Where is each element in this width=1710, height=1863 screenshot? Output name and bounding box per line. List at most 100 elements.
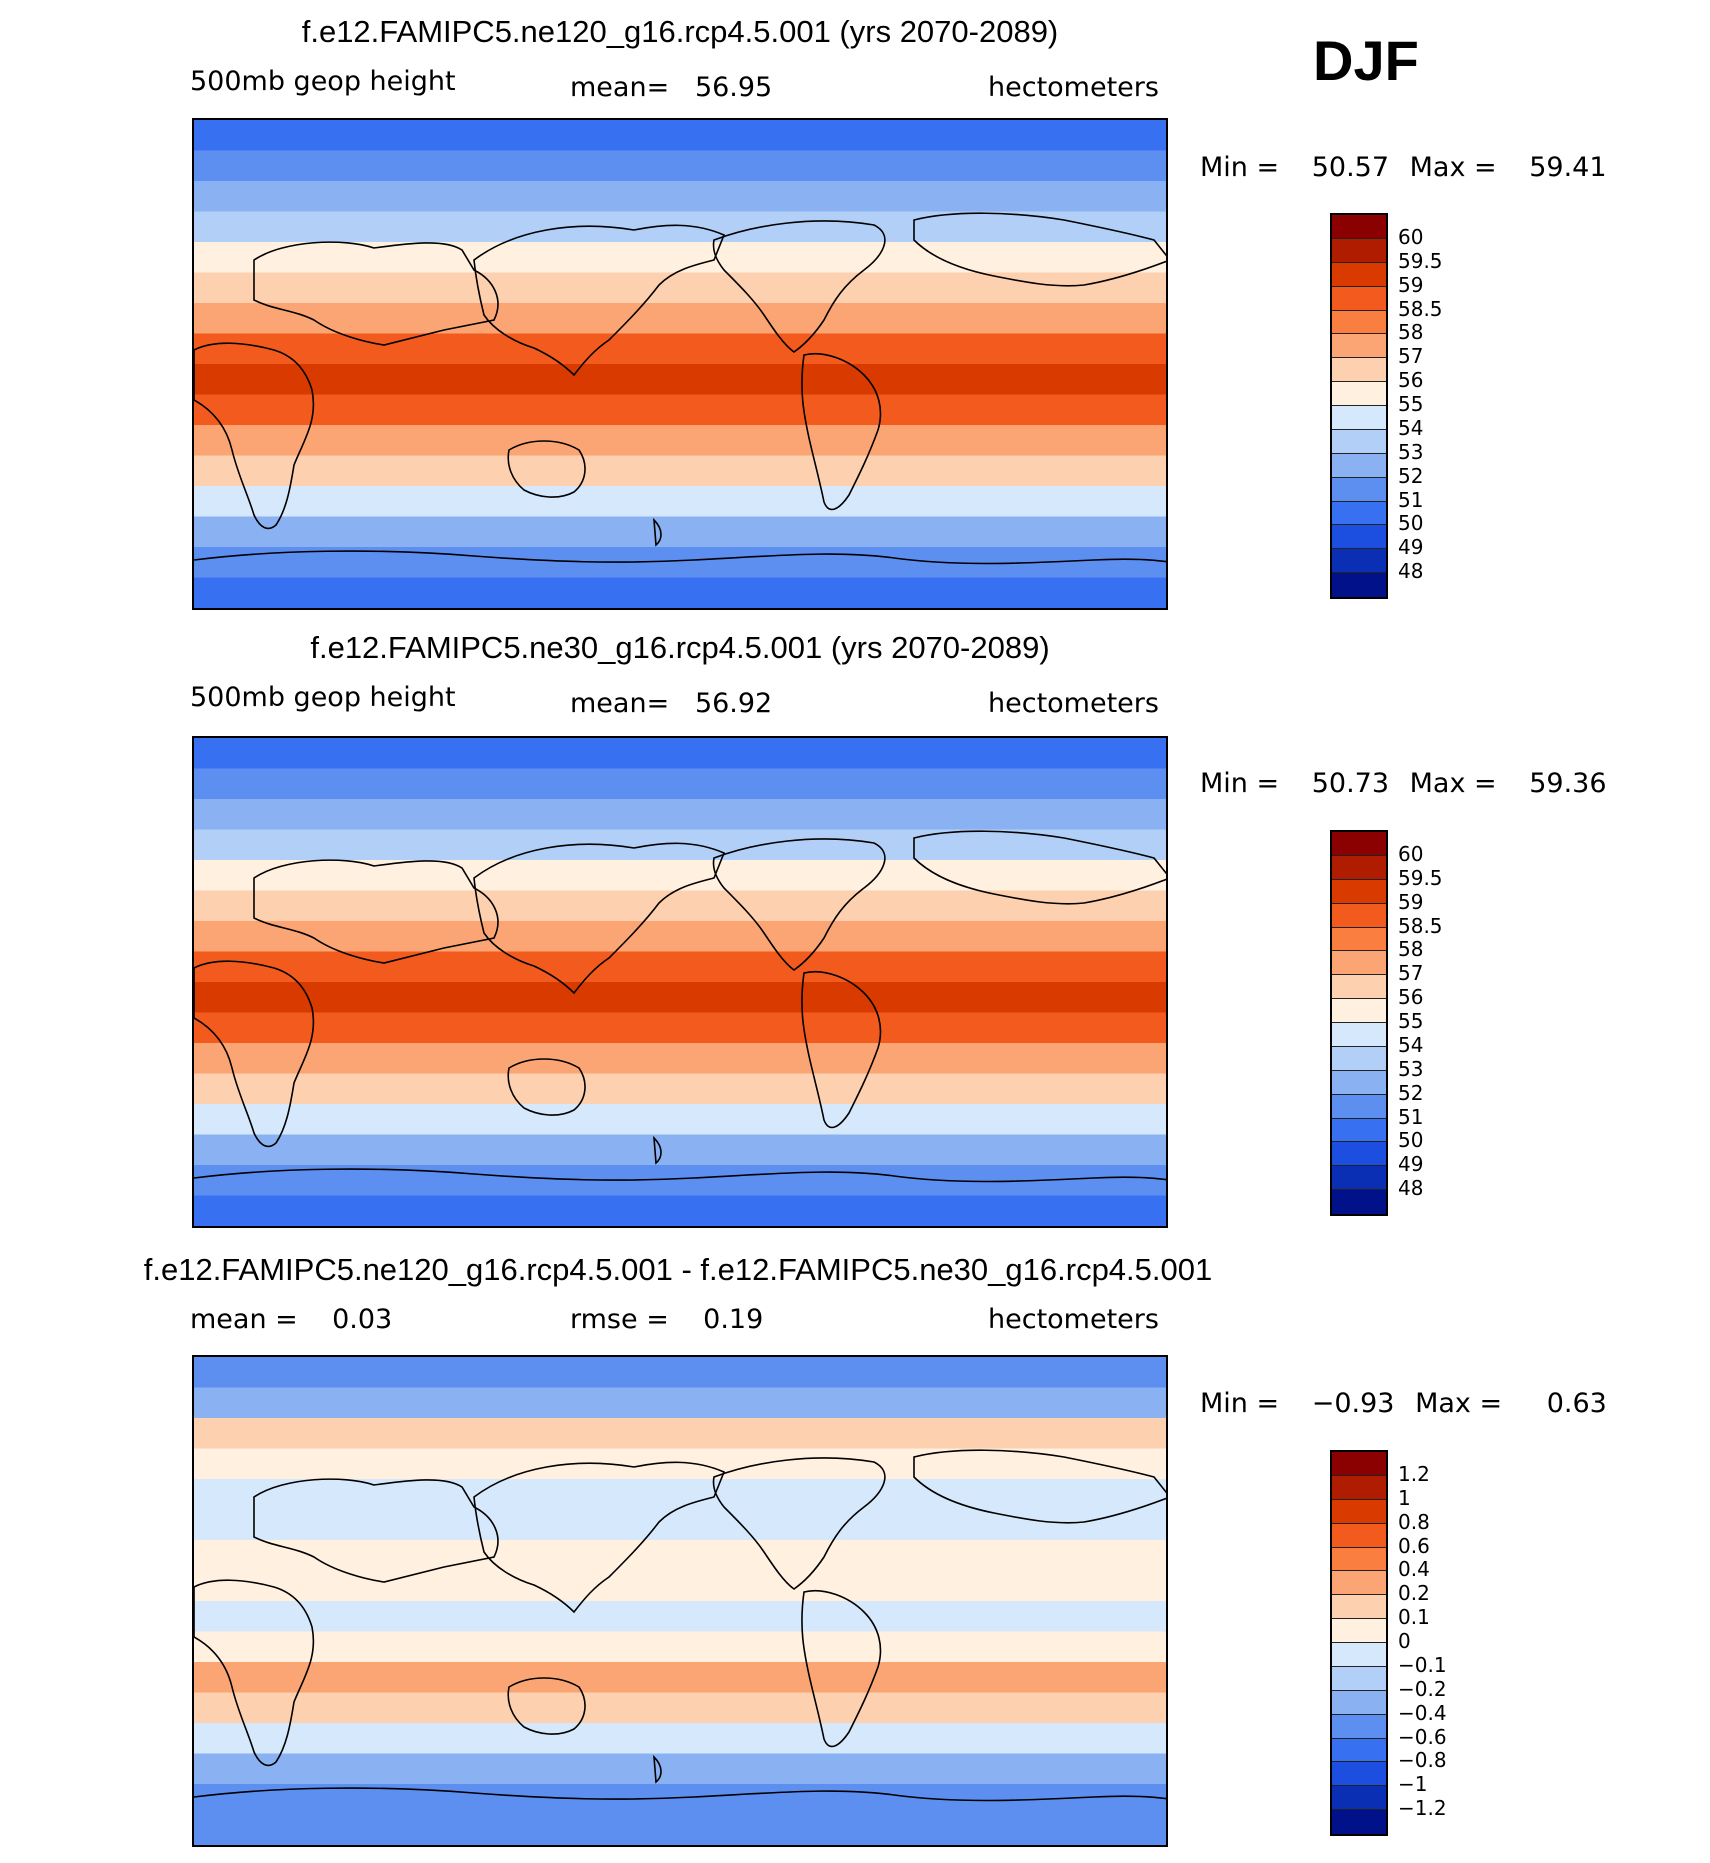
panel-1-max-label: Max = (1409, 152, 1497, 183)
colorbar-swatch (1332, 1499, 1386, 1524)
colorbar-tick-label: 56 (1398, 985, 1424, 1010)
contour-band (194, 1631, 1166, 1663)
panel-2-minmax: Min = 50.73 Max = 59.36 (1200, 768, 1607, 799)
contour-band (194, 577, 1166, 608)
colorbar-swatch (1332, 1762, 1386, 1787)
colorbar-swatch (1332, 286, 1386, 311)
contour-band (194, 768, 1166, 800)
panel-1-map (192, 118, 1168, 610)
panel-1-units: hectometers (988, 72, 1159, 103)
contour-band (194, 1570, 1166, 1602)
contour-band (194, 272, 1166, 304)
contour-band (194, 455, 1166, 487)
coastline (473, 224, 726, 377)
contour-band (194, 1012, 1166, 1044)
colorbar-swatch (1332, 215, 1386, 239)
panel-2-min-value: 50.73 (1311, 768, 1390, 799)
map-canvas (194, 1357, 1166, 1845)
colorbar-swatch (1332, 879, 1386, 904)
contour-band (194, 1509, 1166, 1541)
colorbar-tick-label: 50 (1398, 511, 1424, 536)
coastline (473, 1461, 726, 1614)
contour-band (194, 982, 1166, 1014)
coastline (253, 859, 499, 964)
colorbar-swatch (1332, 903, 1386, 928)
contour-band (194, 1104, 1166, 1136)
colorbar-swatch (1332, 1094, 1386, 1119)
contour-band (194, 1601, 1166, 1633)
contour-band (194, 1195, 1166, 1226)
colorbar-swatch (1332, 999, 1386, 1023)
colorbar-tick-label: 60 (1398, 841, 1424, 866)
contour-band (194, 1692, 1166, 1724)
coastline (653, 1754, 662, 1784)
colorbar-swatch (1332, 1643, 1386, 1667)
contour-band (194, 1723, 1166, 1755)
panel-3-map (192, 1355, 1168, 1847)
colorbar-swatch (1332, 1619, 1386, 1643)
colorbar-tick-label: 52 (1398, 1080, 1424, 1105)
colorbar-tick-label: 58.5 (1398, 296, 1443, 321)
coastline (801, 352, 882, 511)
coastline (194, 550, 1166, 565)
colorbar-swatch (1332, 573, 1386, 597)
panel-1-min-label: Min = (1200, 152, 1280, 183)
panel-2-mean: mean= 56.92 (570, 688, 773, 719)
colorbar-swatch (1332, 832, 1386, 856)
contour-band (194, 890, 1166, 922)
colorbar-swatch (1332, 406, 1386, 430)
colorbar-tick-label: 54 (1398, 415, 1424, 440)
colorbar-tick-label: −0.1 (1398, 1652, 1447, 1677)
coastline (913, 1449, 1166, 1524)
colorbar-swatch (1332, 549, 1386, 574)
colorbar-tick-label: 54 (1398, 1032, 1424, 1057)
panel-2-units: hectometers (988, 688, 1159, 719)
season-label: DJF (1313, 29, 1419, 92)
colorbar-tick-label: 48 (1398, 1176, 1424, 1201)
colorbar-swatch (1332, 262, 1386, 287)
colorbar-tick-label: 0.6 (1398, 1533, 1430, 1558)
panel-3-max-label: Max = (1415, 1388, 1503, 1419)
colorbar-tick-label: 52 (1398, 463, 1424, 488)
colorbar-swatch (1332, 1046, 1386, 1071)
colorbar-tick-label: −1.2 (1398, 1796, 1447, 1821)
colorbar-swatch (1332, 453, 1386, 478)
colorbar-tick-label: 59 (1398, 272, 1424, 297)
panel-2-max-value: 59.36 (1529, 768, 1607, 799)
coastline (712, 838, 886, 971)
contour-band (194, 951, 1166, 983)
colorbar-tick-label: −0.2 (1398, 1676, 1447, 1701)
panel-3-minmax: Min = −0.93 Max = 0.63 (1200, 1388, 1607, 1419)
coastline (253, 241, 499, 346)
panel-2-min-label: Min = (1200, 768, 1280, 799)
colorbar-tick-label: 58.5 (1398, 913, 1443, 938)
contour-band (194, 1043, 1166, 1075)
colorbar-tick-label: 51 (1398, 487, 1424, 512)
coastline (194, 960, 315, 1148)
panel-1-mean: mean= 56.95 (570, 72, 773, 103)
contour-band (194, 1814, 1166, 1845)
coastline (712, 1457, 886, 1590)
panel-3-mean: mean = 0.03 (190, 1304, 393, 1335)
colorbar-tick-label: 49 (1398, 1152, 1424, 1177)
panel-2-title: f.e12.FAMIPC5.ne30_g16.rcp4.5.001 (yrs 2… (310, 630, 1050, 665)
panel-1-min-value: 50.57 (1311, 152, 1390, 183)
colorbar-swatch (1332, 951, 1386, 976)
colorbar-swatch (1332, 975, 1386, 1000)
contour-band (194, 333, 1166, 365)
contour-band (194, 1540, 1166, 1572)
contour-band (194, 1073, 1166, 1105)
panel-2-colorbar (1330, 830, 1388, 1216)
contour-band (194, 303, 1166, 335)
contour-band (194, 921, 1166, 953)
colorbar-tick-label: 0.2 (1398, 1581, 1430, 1606)
coastline (194, 1787, 1166, 1802)
colorbar-swatch (1332, 1166, 1386, 1191)
contour-band (194, 1479, 1166, 1511)
colorbar-swatch (1332, 927, 1386, 952)
colorbar-tick-label: 0 (1398, 1629, 1411, 1653)
panel-1-minmax: Min = 50.57 Max = 59.41 (1200, 152, 1607, 183)
colorbar-swatch (1332, 1714, 1386, 1739)
colorbar-tick-label: 49 (1398, 535, 1424, 560)
colorbar-swatch (1332, 501, 1386, 526)
